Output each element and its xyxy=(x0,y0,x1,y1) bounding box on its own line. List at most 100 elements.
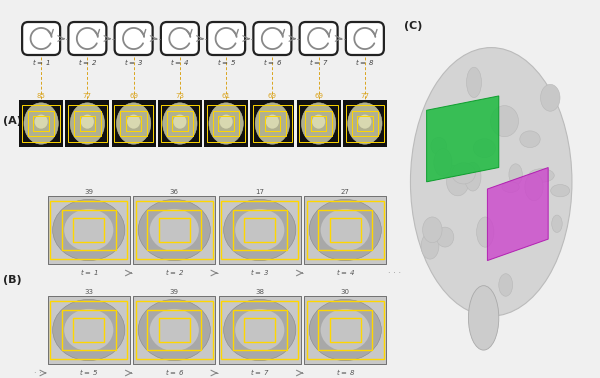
Bar xyxy=(343,100,387,147)
FancyBboxPatch shape xyxy=(115,22,152,55)
Bar xyxy=(73,318,104,342)
Bar xyxy=(62,210,116,250)
Ellipse shape xyxy=(469,286,499,350)
Bar xyxy=(250,100,295,147)
Bar xyxy=(22,105,61,142)
Text: · · ·: · · · xyxy=(388,268,401,277)
Bar xyxy=(121,111,147,136)
Text: $t$ = 8: $t$ = 8 xyxy=(355,57,374,67)
Text: 33: 33 xyxy=(84,289,93,295)
Bar xyxy=(73,218,104,242)
Text: $t$ = 1: $t$ = 1 xyxy=(32,57,50,67)
Text: 77: 77 xyxy=(361,93,370,99)
Bar xyxy=(136,201,213,259)
Ellipse shape xyxy=(551,184,570,197)
Bar xyxy=(221,201,298,259)
Bar xyxy=(62,310,116,350)
Bar xyxy=(311,116,326,131)
Ellipse shape xyxy=(116,103,151,144)
Ellipse shape xyxy=(552,215,562,232)
Bar xyxy=(219,196,301,264)
Ellipse shape xyxy=(127,115,140,129)
Text: (A): (A) xyxy=(3,116,22,127)
Bar xyxy=(48,296,130,364)
Bar xyxy=(304,296,386,364)
Bar xyxy=(329,218,361,242)
Ellipse shape xyxy=(53,299,125,361)
Bar xyxy=(352,111,378,136)
Bar xyxy=(221,301,298,359)
FancyBboxPatch shape xyxy=(22,22,60,55)
FancyBboxPatch shape xyxy=(161,22,199,55)
Ellipse shape xyxy=(224,299,296,361)
Text: 27: 27 xyxy=(341,189,350,195)
Bar xyxy=(400,10,590,368)
Text: 85: 85 xyxy=(37,93,46,99)
Bar xyxy=(307,201,384,259)
Ellipse shape xyxy=(301,103,336,144)
Bar xyxy=(219,296,301,364)
Text: $t$ = 7: $t$ = 7 xyxy=(309,57,328,67)
Text: 73: 73 xyxy=(175,93,184,99)
Bar xyxy=(296,100,341,147)
Bar xyxy=(65,100,109,147)
Bar xyxy=(233,310,287,350)
Bar xyxy=(133,296,215,364)
Ellipse shape xyxy=(473,139,496,158)
FancyBboxPatch shape xyxy=(207,22,245,55)
Ellipse shape xyxy=(138,200,211,260)
Ellipse shape xyxy=(255,103,290,144)
Bar xyxy=(80,116,95,131)
Bar xyxy=(133,296,215,364)
Text: 69: 69 xyxy=(314,93,323,99)
Ellipse shape xyxy=(467,67,481,98)
Text: $t$ = 8: $t$ = 8 xyxy=(335,367,355,377)
Bar xyxy=(207,105,245,142)
Ellipse shape xyxy=(502,182,519,192)
Ellipse shape xyxy=(53,200,125,260)
Ellipse shape xyxy=(266,115,279,129)
Text: $t$ = 3: $t$ = 3 xyxy=(250,267,269,277)
Text: $t$ = 7: $t$ = 7 xyxy=(250,367,269,377)
Ellipse shape xyxy=(358,115,371,129)
Ellipse shape xyxy=(312,115,325,129)
Bar xyxy=(34,116,49,131)
Bar xyxy=(304,196,386,264)
Bar xyxy=(167,111,193,136)
FancyBboxPatch shape xyxy=(68,22,106,55)
Text: $t$ = 2: $t$ = 2 xyxy=(165,267,184,277)
Ellipse shape xyxy=(464,162,481,191)
Ellipse shape xyxy=(446,168,469,196)
Bar xyxy=(161,105,199,142)
Bar xyxy=(213,111,239,136)
Ellipse shape xyxy=(491,105,518,137)
Ellipse shape xyxy=(149,209,199,251)
Ellipse shape xyxy=(520,131,540,147)
Text: $t$ = 6: $t$ = 6 xyxy=(164,367,184,377)
Bar xyxy=(219,196,301,264)
Bar xyxy=(50,301,127,359)
Bar xyxy=(112,100,155,147)
Ellipse shape xyxy=(348,103,382,144)
Text: 17: 17 xyxy=(255,189,264,195)
Ellipse shape xyxy=(320,209,370,251)
Bar xyxy=(48,196,130,264)
Bar xyxy=(357,116,373,131)
Ellipse shape xyxy=(422,217,442,243)
FancyBboxPatch shape xyxy=(299,22,338,55)
Text: $t$ = 6: $t$ = 6 xyxy=(263,57,282,67)
Ellipse shape xyxy=(509,164,523,185)
Bar xyxy=(133,196,215,264)
Bar xyxy=(204,100,248,147)
Bar xyxy=(136,301,213,359)
Ellipse shape xyxy=(452,163,475,184)
Ellipse shape xyxy=(529,169,554,182)
Bar xyxy=(172,116,188,131)
Bar xyxy=(19,100,63,147)
Bar xyxy=(265,116,280,131)
Bar xyxy=(114,105,153,142)
Text: 38: 38 xyxy=(255,289,264,295)
Bar xyxy=(244,318,275,342)
Ellipse shape xyxy=(309,200,382,260)
Bar xyxy=(48,296,130,364)
